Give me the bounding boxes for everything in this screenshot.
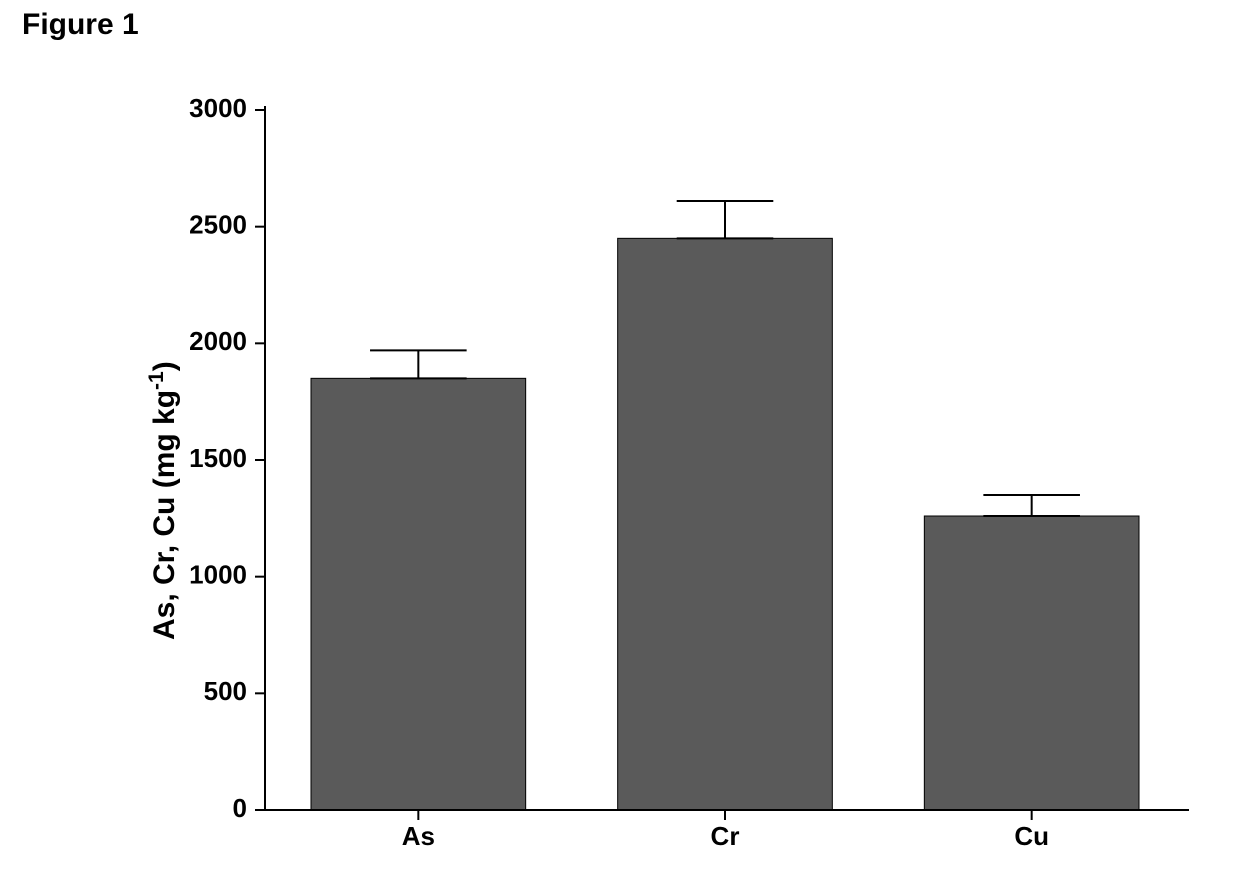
xtick-label-cr: Cr [711, 821, 740, 851]
bar-as [311, 378, 526, 810]
xtick-label-as: As [402, 821, 435, 851]
chart-svg: 0 500 1000 1500 2000 2500 3000 As Cr Cu [125, 70, 1215, 880]
svg-text:0: 0 [233, 793, 247, 823]
bar-chart: As, Cr, Cu (mg kg-1) 0 500 1000 1500 2000 250… [125, 70, 1215, 880]
xtick-label-cu: Cu [1014, 821, 1049, 851]
bar-cu [924, 516, 1139, 810]
bar-cr [618, 238, 833, 810]
svg-text:3000: 3000 [189, 93, 247, 123]
y-axis-label: As, Cr, Cu (mg kg-1) [145, 361, 182, 640]
figure-title: Figure 1 [22, 8, 139, 42]
svg-text:1500: 1500 [189, 443, 247, 473]
svg-text:2000: 2000 [189, 326, 247, 356]
svg-text:500: 500 [204, 676, 247, 706]
svg-text:1000: 1000 [189, 560, 247, 590]
svg-text:2500: 2500 [189, 210, 247, 240]
